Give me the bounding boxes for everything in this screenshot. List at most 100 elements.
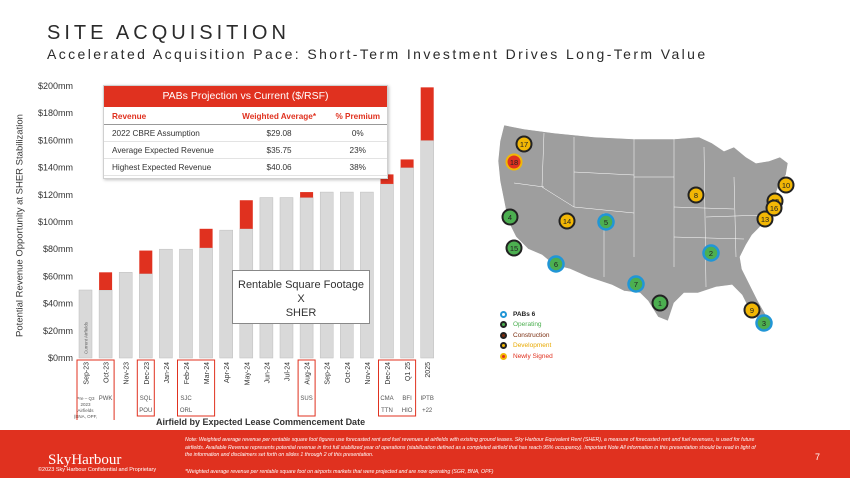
y-tick-label: $60mm	[43, 271, 73, 281]
x-sublabel: 2023	[80, 402, 91, 407]
map-marker-label: 14	[563, 217, 571, 226]
x-sublabel: Airfields	[77, 408, 94, 413]
x-sublabel: HIO	[402, 408, 413, 414]
map-marker	[777, 176, 795, 194]
highlight-box	[378, 359, 417, 417]
header-weighted-average: Weighted Average*	[229, 107, 325, 125]
bar-base	[98, 289, 113, 359]
map-marker	[627, 275, 645, 293]
x-tick-label: Oct-24	[345, 362, 352, 383]
us-map-landmass	[497, 124, 789, 322]
legend-label: Construction	[513, 331, 550, 339]
x-sublabel: PWK	[99, 396, 113, 402]
page-subtitle: Accelerated Acquisition Pace: Short-Term…	[47, 46, 708, 62]
x-tick-label: Q1 25	[405, 362, 412, 381]
y-tick-label: $140mm	[38, 163, 73, 173]
page-number: 7	[815, 452, 821, 462]
x-sublabel: POU	[139, 408, 152, 414]
table-row: Highest Expected Revenue $40.06 38%	[104, 158, 387, 176]
bar-premium	[380, 174, 394, 184]
table-cell: 38%	[324, 158, 387, 176]
map-marker	[515, 135, 533, 153]
header-revenue: Revenue	[104, 107, 230, 125]
bar-premium	[400, 159, 414, 168]
x-sublabel: CMA	[380, 396, 393, 402]
bar-base	[420, 140, 434, 359]
rsf-line-1: Rentable Square Footage	[238, 279, 364, 291]
footer-footnote: *Weighted average revenue per rentable s…	[185, 469, 494, 475]
x-sublabel: SQL	[140, 396, 153, 402]
y-tick-label: $0mm	[48, 353, 73, 363]
map-marker-label: 7	[634, 280, 638, 289]
x-sublabel: ORL	[180, 408, 193, 414]
bar-base	[380, 183, 394, 359]
map-marker	[756, 210, 774, 228]
table-cell: 23%	[324, 141, 387, 159]
rsf-formula-box: Rentable Square Footage X SHER	[232, 270, 370, 324]
map-marker-label: 13	[761, 215, 769, 224]
map-marker	[547, 255, 565, 273]
bar-base	[219, 229, 233, 359]
x-axis-title: Airfield by Expected Lease Commencement …	[156, 417, 366, 427]
map-marker-label: 3	[762, 319, 766, 328]
first-bar-note: Current Airfields	[84, 321, 89, 354]
map-marker	[755, 314, 773, 332]
bar-premium	[300, 192, 314, 198]
x-sublabel: TTN	[381, 408, 393, 414]
bar-premium	[420, 87, 434, 141]
legend-dot-construction	[500, 331, 507, 339]
legend-label: Development	[513, 342, 552, 350]
table-row: Average Expected Revenue $35.75 23%	[104, 141, 387, 159]
company-logo: SkyHarbour	[48, 452, 122, 468]
legend-label: PABs 6	[513, 310, 536, 318]
x-sublabel: Pre – Q3	[76, 396, 95, 401]
bar-base	[179, 248, 193, 359]
footer-note: Note: Weighted average revenue per renta…	[185, 437, 756, 458]
bar-base	[118, 272, 133, 359]
x-tick-label: Feb-24	[184, 362, 191, 384]
legend-dot-development	[500, 342, 507, 350]
legend-dot-operating	[500, 321, 507, 329]
x-tick-label: May-24	[244, 362, 251, 385]
state-borders	[513, 132, 765, 288]
highlight-box	[76, 359, 115, 420]
legend-dot-pabs	[500, 310, 507, 318]
x-sublabel: SJC	[180, 396, 192, 402]
y-tick-label: $200mm	[38, 81, 73, 91]
table-cell: Average Expected Revenue	[104, 141, 230, 159]
map-marker	[765, 199, 783, 217]
x-tick-label: Oct-23	[104, 362, 111, 383]
legend-item: Operating	[500, 320, 553, 331]
y-tick-label: $20mm	[43, 326, 73, 336]
legend-item: PABs 6	[500, 309, 553, 320]
x-tick-label: 2025	[425, 362, 432, 378]
x-tick-label: Dec-24	[385, 362, 392, 385]
bar-base	[400, 167, 414, 359]
table-cell: Highest Expected Revenue	[104, 158, 230, 176]
us-map: 1234567891012131415161718	[497, 124, 795, 332]
map-marker	[597, 213, 615, 231]
x-sublabel: +22	[422, 408, 433, 414]
bar-premium	[139, 250, 153, 274]
map-marker	[651, 294, 669, 312]
rsf-line-3: SHER	[285, 307, 317, 319]
x-tick-label: Nov-23	[124, 362, 131, 385]
bar-premium	[199, 228, 213, 248]
x-sublabel: SUS	[300, 396, 312, 402]
projection-table-header: Revenue Weighted Average* % Premium	[104, 107, 387, 125]
x-sublabel: BFI	[402, 396, 412, 402]
map-marker-label: 15	[510, 244, 518, 253]
footer-bar	[0, 430, 850, 478]
bar-base	[159, 248, 173, 359]
projection-table-title: PABs Projection vs Current ($/RSF)	[104, 86, 387, 107]
x-tick-label: Jul-24	[285, 362, 292, 381]
map-marker-label: 8	[694, 191, 698, 200]
map-marker-label: 10	[782, 181, 790, 190]
map-marker	[702, 244, 720, 262]
legend-item: Construction	[500, 330, 553, 341]
projection-table: PABs Projection vs Current ($/RSF) Reven…	[103, 85, 388, 179]
table-cell: 2022 CBRE Assumption	[104, 124, 230, 142]
table-cell: $35.75	[229, 141, 325, 159]
table-cell: $29.08	[229, 124, 325, 142]
y-tick-label: $100mm	[38, 217, 73, 227]
